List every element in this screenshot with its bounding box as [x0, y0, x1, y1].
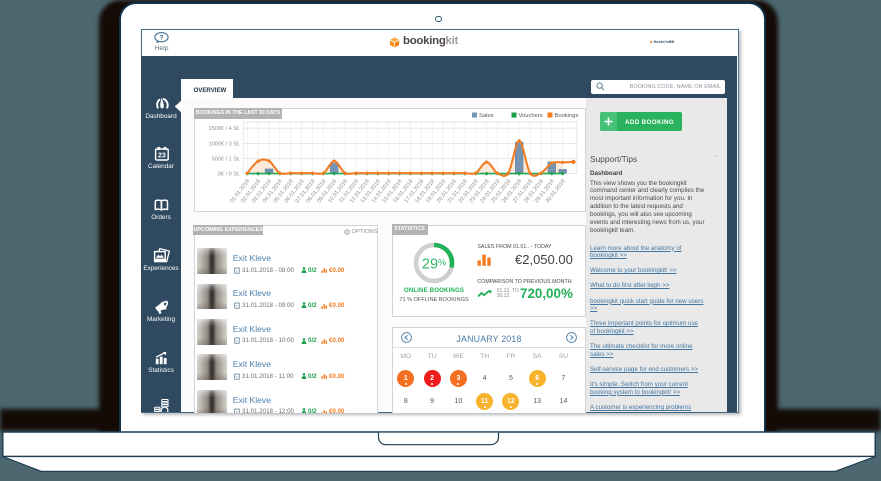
- svg-text:29%: 29%: [422, 256, 446, 272]
- svg-text:?: ?: [160, 35, 164, 42]
- svg-text:31: 31: [235, 411, 239, 413]
- svg-text:Sales: Sales: [479, 113, 494, 119]
- svg-text:31: 31: [235, 269, 239, 273]
- svg-text:Bookings: Bookings: [555, 113, 579, 119]
- svg-text:23: 23: [158, 153, 166, 160]
- svg-text:31: 31: [235, 375, 239, 379]
- svg-text:1500€ / 4 St.: 1500€ / 4 St.: [208, 126, 240, 132]
- svg-text:31: 31: [235, 340, 239, 344]
- svg-text:500€ / 1 St.: 500€ / 1 St.: [212, 156, 241, 162]
- svg-text:Vouchers: Vouchers: [519, 113, 543, 119]
- svg-text:0€ / 0 St.: 0€ / 0 St.: [218, 171, 241, 177]
- svg-text:31: 31: [235, 304, 239, 308]
- svg-text:1000€ / 3 St.: 1000€ / 3 St.: [208, 142, 240, 148]
